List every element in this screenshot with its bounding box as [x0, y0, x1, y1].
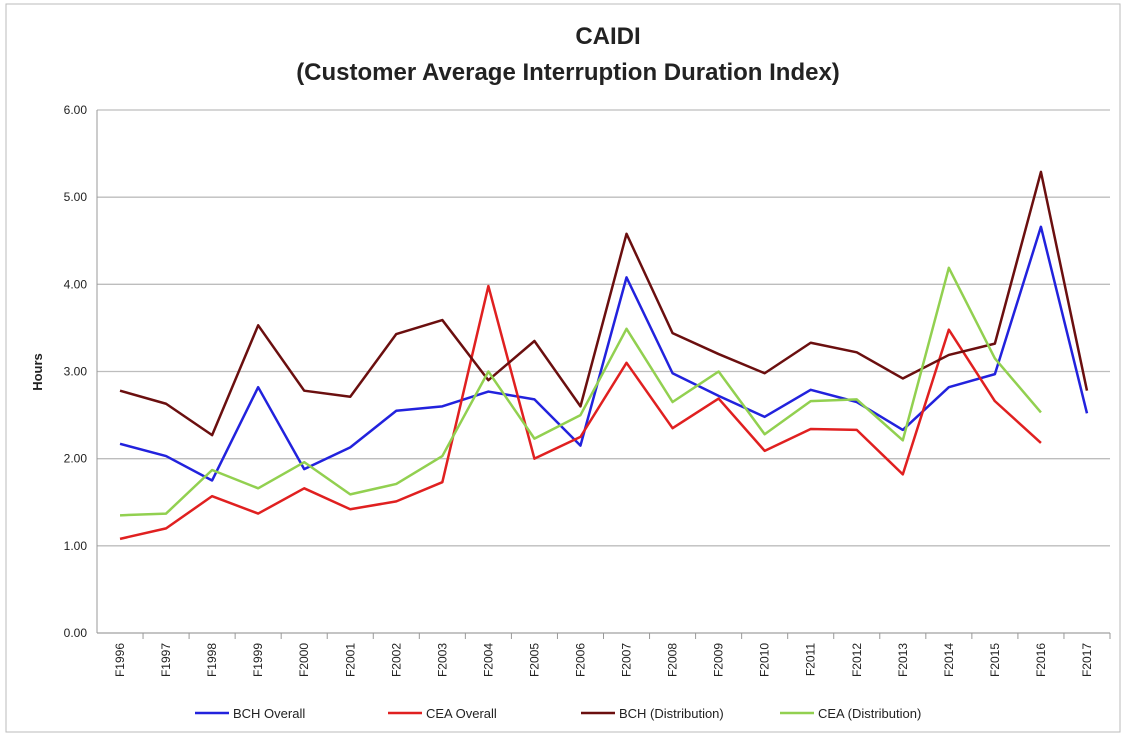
y-tick-label: 0.00 — [64, 626, 88, 640]
series-line — [119, 266, 1042, 517]
x-tick-label: F2011 — [804, 643, 818, 676]
chart-title: CAIDI — [575, 23, 640, 50]
x-tick-label: F2013 — [896, 643, 910, 677]
y-tick-label: 2.00 — [64, 452, 88, 466]
legend-label: CEA Overall — [426, 706, 497, 721]
x-tick-label: F1998 — [205, 643, 219, 677]
chart-subtitle: (Customer Average Interruption Duration … — [296, 59, 840, 86]
x-tick-label: F2006 — [573, 643, 587, 677]
y-tick-label: 1.00 — [64, 539, 88, 553]
y-tick-label: 6.00 — [64, 103, 88, 117]
series-line — [119, 284, 1042, 541]
series-line — [119, 170, 1089, 437]
x-tick-label: F2009 — [712, 643, 726, 677]
x-tick-label: F2012 — [850, 643, 864, 677]
x-tick-label: F2014 — [942, 643, 956, 677]
x-tick-label: F2000 — [297, 643, 311, 677]
chart-border — [5, 3, 1121, 733]
x-tick-label: F2002 — [389, 643, 403, 677]
x-tick-label: F2017 — [1080, 643, 1094, 677]
legend-label: BCH (Distribution) — [619, 706, 724, 721]
series-line — [119, 225, 1089, 482]
y-tick-label: 3.00 — [64, 365, 88, 379]
y-tick-label: 4.00 — [64, 277, 88, 291]
x-tick-label: F2003 — [435, 643, 449, 677]
x-tick-label: F2007 — [620, 643, 634, 677]
x-tick-label: F2004 — [481, 643, 495, 677]
y-axis-label: Hours — [30, 353, 45, 391]
x-tick-label: F2016 — [1034, 643, 1048, 677]
legend-label: BCH Overall — [233, 706, 305, 721]
x-tick-label: F2008 — [666, 643, 680, 677]
x-tick-label: F1997 — [159, 643, 173, 677]
legend-label: CEA (Distribution) — [818, 706, 921, 721]
x-tick-label: F2010 — [758, 643, 772, 677]
y-tick-label: 5.00 — [64, 190, 88, 204]
x-tick-label: F1999 — [251, 643, 265, 677]
x-tick-label: F2015 — [988, 643, 1002, 677]
x-tick-label: F2005 — [527, 643, 541, 677]
x-tick-label: F1996 — [113, 643, 127, 677]
x-tick-label: F2001 — [343, 643, 357, 677]
